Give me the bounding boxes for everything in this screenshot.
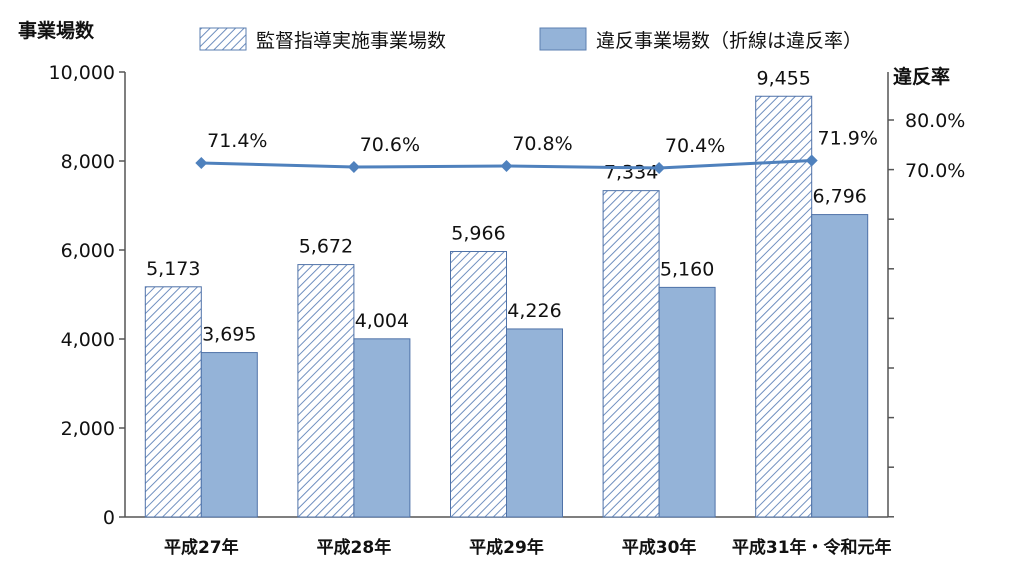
rate-label: 70.8% (512, 133, 572, 155)
data-label-inspected: 7,334 (604, 162, 658, 184)
x-category-label: 平成31年・令和元年 (732, 537, 892, 558)
rate-label: 70.4% (665, 135, 725, 157)
data-label-violations: 4,004 (355, 310, 409, 332)
rate-point (653, 162, 666, 174)
data-label-inspected: 5,173 (146, 258, 200, 280)
bar-inspected (297, 264, 355, 518)
x-axis-categories: 平成27年 平成28年 平成29年 平成30年 平成31年・令和元年 (164, 537, 892, 558)
y-tick-label: 8,000 (61, 151, 115, 173)
legend: 監督指導実施事業場数 違反事業場数（折線は違反率） (199, 27, 862, 52)
data-label-violations: 4,226 (507, 300, 561, 322)
rate-label: 71.9% (818, 128, 878, 150)
rate-line: 71.4% 70.6% 70.8% 70.4% 71.9% (195, 128, 878, 174)
y-tick-label: 0 (103, 507, 115, 529)
data-label-inspected: 9,455 (756, 67, 810, 89)
data-label-inspected: 5,966 (451, 223, 505, 245)
legend-label-violations: 違反事業場数（折線は違反率） (596, 30, 862, 52)
bar-inspected (450, 251, 507, 518)
data-label-inspected: 5,672 (299, 236, 353, 258)
y2-tick-label: 70.0% (905, 160, 965, 182)
y-axis-label: 事業場数 (18, 19, 95, 42)
bar-violations (353, 338, 411, 518)
x-category-label: 平成28年 (317, 537, 392, 558)
y2-axis-ticks: 80.0% 70.0% (888, 110, 965, 518)
rate-label: 70.6% (360, 134, 420, 156)
bar-violations (200, 352, 258, 518)
legend-label-inspected: 監督指導実施事業場数 (256, 30, 446, 52)
data-label-violations: 6,796 (812, 186, 866, 208)
y-tick-label: 10,000 (49, 62, 115, 84)
bar-violations (506, 328, 563, 518)
x-category-label: 平成30年 (622, 537, 697, 558)
rate-point (500, 160, 513, 172)
y-tick-label: 2,000 (61, 418, 115, 440)
y2-axis-label: 違反率 (893, 65, 950, 88)
y-tick-label: 6,000 (61, 240, 115, 262)
bar-inspected (144, 286, 202, 518)
rate-point (195, 157, 208, 169)
bar-violations (658, 286, 716, 518)
data-label-violations: 5,160 (660, 258, 714, 280)
bar-inspected (755, 95, 813, 518)
bars: 5,173 3,695 5,672 4,004 5,966 4,226 7,334 5,160… (144, 67, 869, 518)
data-label-violations: 3,695 (202, 324, 256, 346)
rate-point (347, 161, 360, 173)
x-category-label: 平成29年 (469, 537, 544, 558)
y-tick-label: 4,000 (61, 329, 115, 351)
rate-point (805, 154, 818, 167)
bar-violations (811, 214, 869, 518)
bar-inspected (602, 190, 660, 518)
y2-tick-label: 80.0% (905, 110, 965, 132)
legend-swatch-inspected (199, 27, 247, 51)
y-axis-ticks: 0 2,000 4,000 6,000 8,000 10,000 (49, 62, 125, 529)
legend-swatch-violations (539, 27, 587, 51)
rate-label: 71.4% (207, 130, 267, 152)
x-category-label: 平成27年 (164, 537, 239, 558)
